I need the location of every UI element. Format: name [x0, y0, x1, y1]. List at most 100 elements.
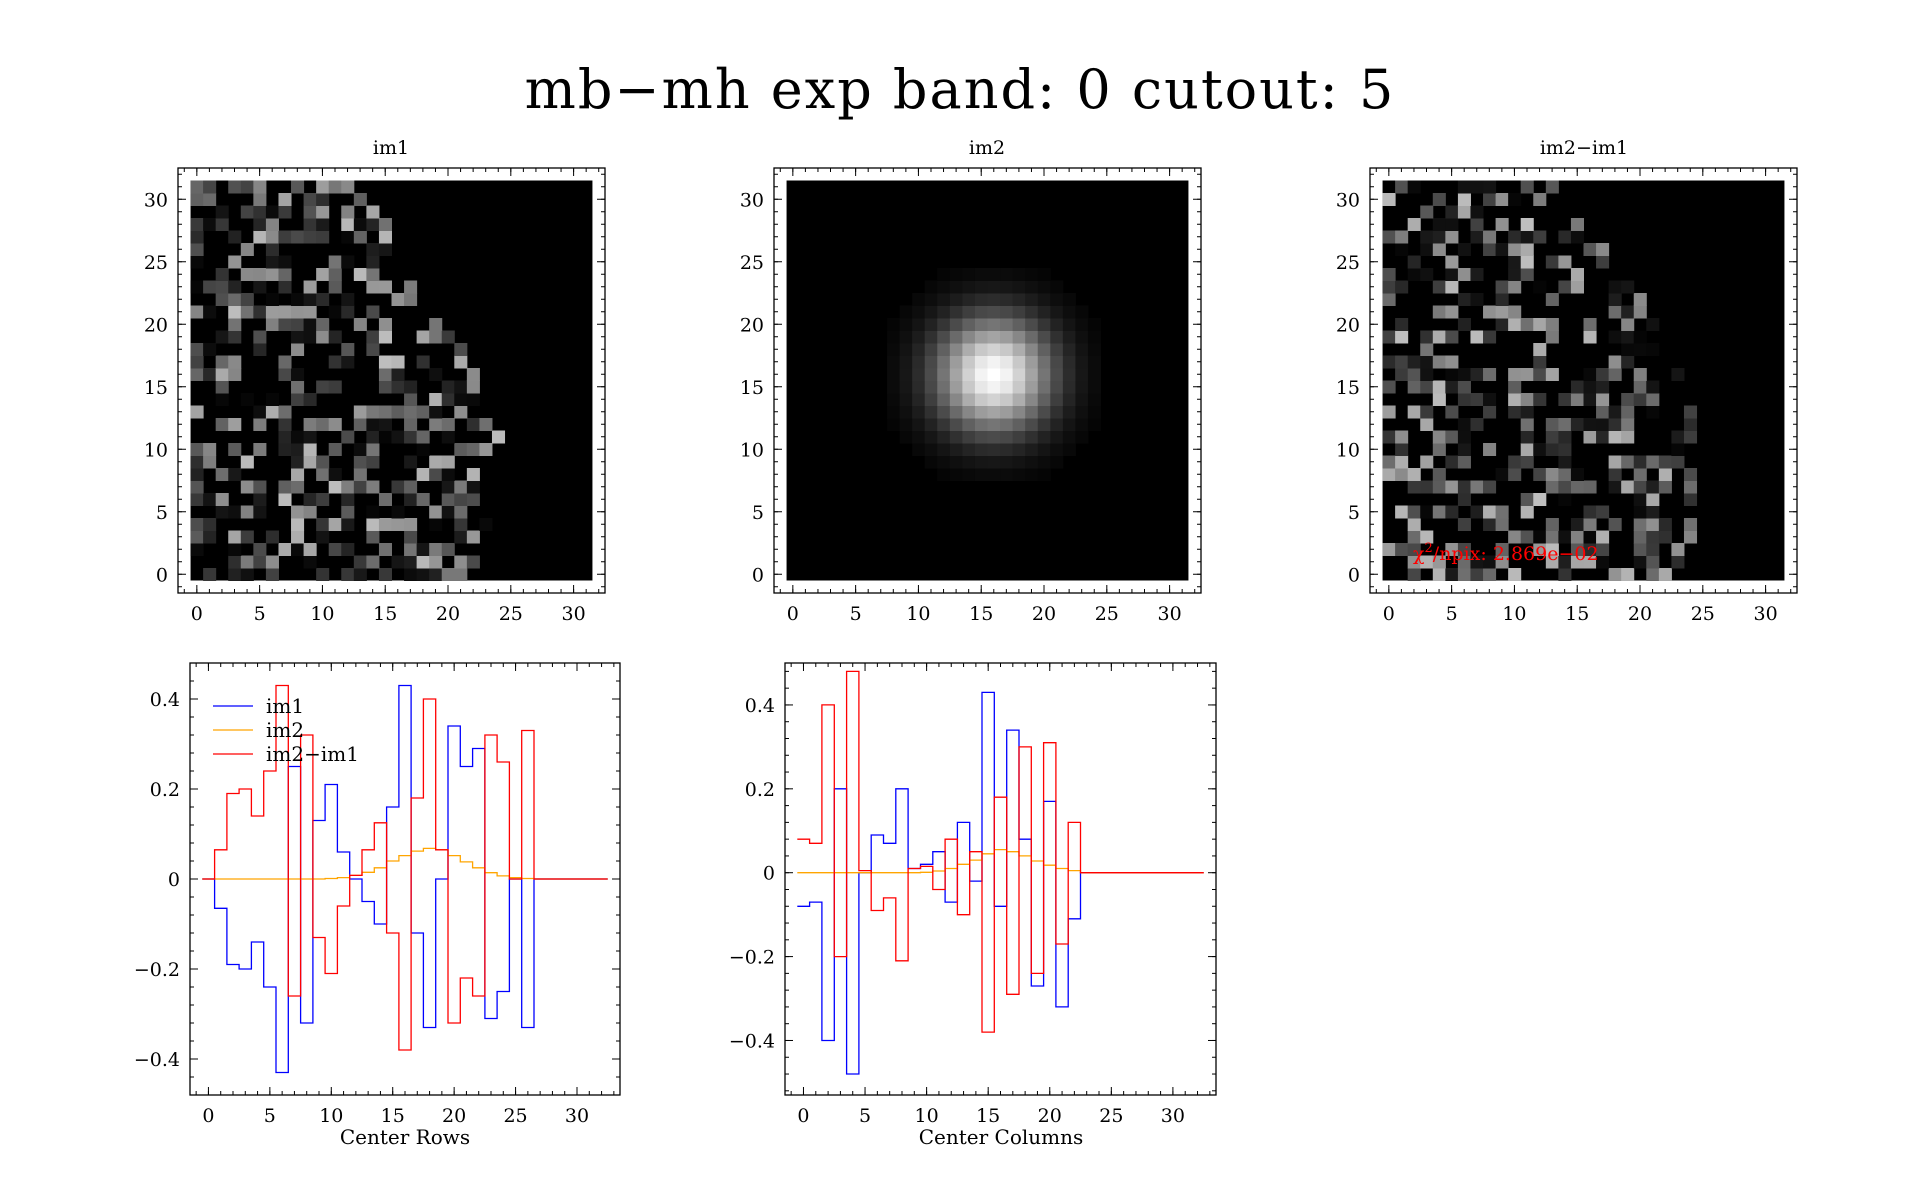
- pixel-im2: [1000, 268, 1014, 281]
- pixel-im1: [253, 280, 267, 294]
- y-tick-label-center-columns: 0.2: [745, 779, 775, 801]
- pixel-im1: [466, 468, 480, 481]
- pixel-im2: [1087, 318, 1102, 331]
- pixel-im2: [1075, 355, 1089, 369]
- plot-frame-im1: [177, 167, 606, 594]
- pixel-im2-minus-im1: [1508, 255, 1522, 269]
- pixel-im1: [366, 405, 380, 419]
- pixel-im1: [316, 518, 330, 531]
- pixel-im1: [190, 230, 204, 244]
- pixel-im2: [1050, 368, 1064, 381]
- pixel-im2-minus-im1: [1445, 368, 1459, 381]
- pixel-im2: [1012, 268, 1026, 281]
- pixel-im2: [1037, 330, 1051, 344]
- x-tick-label-im2: 5: [850, 603, 862, 625]
- pixel-im2: [1062, 293, 1076, 306]
- pixel-im2-minus-im1: [1570, 480, 1584, 494]
- pixel-im2: [1050, 330, 1064, 344]
- chi2-annotation: χ2/npix: 2.869e−02: [1413, 541, 1599, 565]
- pixel-im1: [391, 505, 405, 519]
- pixel-im1: [316, 230, 330, 244]
- pixel-im2-minus-im1: [1508, 380, 1522, 394]
- pixel-im1: [215, 330, 229, 344]
- pixel-im2-minus-im1: [1558, 468, 1572, 481]
- pixel-im1: [228, 230, 242, 244]
- pixel-im2: [1062, 330, 1076, 344]
- pixel-im1: [303, 555, 317, 569]
- pixel-im1: [366, 430, 380, 444]
- pixel-im2-minus-im1: [1457, 418, 1471, 431]
- pixel-im1: [416, 493, 430, 506]
- pixel-im2-minus-im1: [1520, 318, 1534, 331]
- pixel-im2-minus-im1: [1432, 280, 1446, 294]
- pixel-im1: [253, 330, 267, 344]
- pixel-im2: [924, 293, 938, 306]
- pixel-im2-minus-im1: [1633, 305, 1647, 319]
- pixel-im2: [1037, 443, 1051, 456]
- pixel-im2: [899, 318, 913, 331]
- pixel-im1: [378, 493, 392, 506]
- pixel-im2-minus-im1: [1470, 568, 1484, 581]
- pixel-im1: [265, 230, 279, 244]
- pixel-im1: [253, 418, 267, 431]
- pixel-im2: [937, 418, 951, 431]
- pixel-im1: [228, 505, 242, 519]
- pixel-im2-minus-im1: [1508, 368, 1522, 381]
- pixel-im2: [1050, 418, 1064, 431]
- pixel-im2: [1050, 380, 1064, 394]
- pixel-im2: [1037, 368, 1051, 381]
- pixel-im1: [454, 393, 468, 406]
- pixel-im2: [1050, 443, 1064, 456]
- pixel-im2: [887, 405, 901, 419]
- pixel-im2-minus-im1: [1470, 505, 1484, 519]
- pixel-im2: [937, 443, 951, 456]
- pixel-im1: [316, 330, 330, 344]
- pixel-im2-minus-im1: [1382, 380, 1396, 394]
- pixel-im2-minus-im1: [1570, 543, 1584, 556]
- pixel-im1: [454, 530, 468, 544]
- pixel-im1: [479, 518, 493, 531]
- pixel-im1: [378, 230, 392, 244]
- pixel-im1: [303, 393, 317, 406]
- y-tick-label-im1: 15: [144, 377, 168, 399]
- pixel-im2-minus-im1: [1621, 330, 1635, 344]
- pixel-im1: [441, 330, 455, 344]
- pixel-im1: [278, 280, 292, 294]
- pixel-im2-minus-im1: [1533, 280, 1547, 294]
- pixel-im2-minus-im1: [1407, 530, 1421, 544]
- pixel-im1: [253, 230, 267, 244]
- pixel-im2: [1025, 380, 1039, 394]
- pixel-im1: [203, 518, 217, 531]
- pixel-im2-minus-im1: [1545, 555, 1559, 569]
- pixel-im2-minus-im1: [1646, 543, 1660, 556]
- pixel-im2-minus-im1: [1583, 330, 1597, 344]
- pixel-im1: [429, 405, 443, 419]
- pixel-im2-minus-im1: [1432, 443, 1446, 456]
- pixel-im2: [987, 305, 1001, 319]
- pixel-im2: [912, 305, 926, 319]
- pixel-im1: [404, 418, 418, 431]
- pixel-im2-minus-im1: [1683, 430, 1698, 444]
- pixel-im2: [974, 330, 988, 344]
- pixel-im2-minus-im1: [1395, 243, 1409, 256]
- pixel-im1: [228, 530, 242, 544]
- pixel-im2: [887, 355, 901, 369]
- pixel-im1: [429, 518, 443, 531]
- pixel-im1: [316, 568, 330, 581]
- pixel-im1: [203, 368, 217, 381]
- pixel-im1: [228, 255, 242, 269]
- panel-im2-minus-im1: 0 5 10 15 20 25 30 0 5 10 15 20 25 30 im2−im1 χ2/npix…: [1336, 137, 1798, 625]
- y-tick-label-center-rows: 0.2: [150, 779, 180, 801]
- pixel-im1: [303, 280, 317, 294]
- pixel-im1: [190, 180, 204, 194]
- pixel-im1: [429, 555, 443, 569]
- pixel-im1: [341, 505, 355, 519]
- pixel-im2: [1062, 368, 1076, 381]
- pixel-im1: [278, 443, 292, 456]
- pixel-im2-minus-im1: [1407, 518, 1421, 531]
- panel-title-im1: im1: [373, 137, 409, 159]
- pixel-im2: [1050, 343, 1064, 356]
- pixel-im2-minus-im1: [1621, 355, 1635, 369]
- pixel-im2-minus-im1: [1407, 568, 1421, 581]
- pixel-im2: [899, 405, 913, 419]
